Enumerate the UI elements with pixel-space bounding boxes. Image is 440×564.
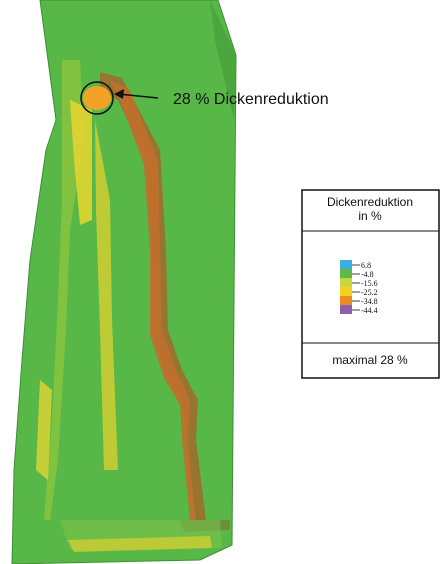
scale-label: 6.8 (361, 261, 371, 270)
scale-label: -15.6 (361, 279, 378, 288)
annotation: 28 % Dickenreduktion (173, 91, 329, 108)
legend-title: Dickenreduktion (327, 195, 413, 209)
simulation-part (12, 0, 236, 564)
scale-label: -34.8 (361, 297, 378, 306)
scale-label: -44.4 (361, 306, 378, 315)
scale-label: -25.2 (361, 288, 378, 297)
legend-title: in % (358, 209, 382, 223)
scale-label: -4.8 (361, 270, 374, 279)
legend-footer: maximal 28 % (332, 353, 408, 367)
figure: 28 % Dickenreduktion Dickenreduktion in … (0, 0, 440, 564)
legend: Dickenreduktion in % 6.8-4.8-15.6-25.2-3… (302, 190, 439, 378)
